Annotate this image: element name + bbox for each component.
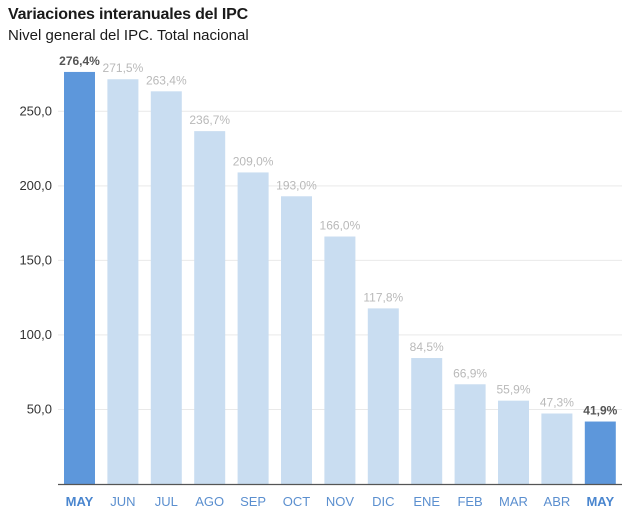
bar: [541, 413, 573, 484]
data-label: 47,3%: [540, 395, 574, 409]
x-tick-label: JUL: [155, 494, 178, 509]
data-label: 117,8%: [363, 290, 403, 304]
bar: [454, 384, 486, 484]
y-tick-label: 150,0: [19, 252, 52, 267]
x-tick-label: FEB: [457, 494, 482, 509]
data-label: 263,4%: [146, 73, 187, 87]
x-tick-label: MAY: [586, 494, 614, 509]
data-label: 66,9%: [453, 366, 487, 380]
chart-title: Variaciones interanuales del IPC: [8, 6, 248, 23]
data-label: 55,9%: [496, 383, 530, 397]
bar: [498, 400, 529, 484]
x-tick-label: SEP: [240, 494, 266, 509]
x-tick-label: MAR: [499, 494, 528, 509]
y-tick-label: 200,0: [19, 178, 52, 193]
x-tick-label: JUN: [110, 494, 135, 509]
x-tick-label: OCT: [283, 494, 311, 509]
data-label: 193,0%: [276, 178, 317, 192]
data-label: 271,5%: [103, 61, 144, 75]
data-label: 41,9%: [583, 404, 617, 418]
bar: [194, 131, 226, 485]
data-label: 166,0%: [320, 219, 361, 233]
data-label: 84,5%: [410, 340, 444, 354]
y-tick-label: 100,0: [19, 327, 52, 342]
bar: [150, 91, 182, 485]
x-tick-label: MAY: [66, 494, 94, 509]
x-tick-label: NOV: [326, 494, 355, 509]
x-tick-label: ABR: [544, 494, 571, 509]
x-tick-label: DIC: [372, 494, 394, 509]
bar: [64, 71, 95, 485]
x-tick-label: ENE: [413, 494, 440, 509]
bar: [411, 358, 443, 484]
bar: [367, 308, 399, 484]
x-tick-label: AGO: [195, 494, 224, 509]
y-tick-label: 50,0: [27, 401, 52, 416]
bar: [584, 421, 616, 484]
bar: [324, 236, 356, 484]
bar: [107, 79, 139, 484]
chart-subtitle: Nivel general del IPC. Total nacional: [8, 27, 249, 44]
data-label: 209,0%: [233, 154, 274, 168]
data-label: 276,4%: [59, 54, 100, 68]
y-tick-label: 250,0: [19, 103, 52, 118]
bar: [237, 172, 269, 485]
data-label: 236,7%: [189, 113, 230, 127]
bar: [281, 196, 312, 484]
